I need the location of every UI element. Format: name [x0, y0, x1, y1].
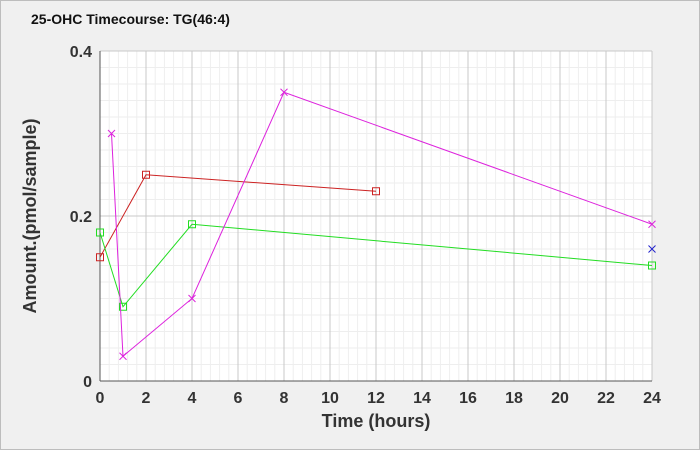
data-point — [188, 294, 196, 303]
data-point — [648, 245, 656, 253]
data-point — [372, 187, 380, 196]
data-point — [119, 302, 127, 311]
series-3 — [107, 88, 656, 361]
y-tick-label: 0 — [83, 374, 92, 391]
x-axis-label: Time (hours) — [322, 411, 431, 431]
data-point — [96, 228, 104, 237]
data-point — [96, 253, 104, 262]
x-tick-label: 8 — [280, 390, 289, 407]
x-tick-label: 12 — [367, 390, 385, 407]
x-tick-label: 2 — [142, 390, 151, 407]
x-tick-label: 20 — [551, 390, 569, 407]
y-tick-label: 0.4 — [70, 44, 92, 61]
x-tick-label: 0 — [96, 390, 105, 407]
series-2 — [96, 220, 656, 311]
x-tick-label: 6 — [234, 390, 243, 407]
data-point — [119, 352, 127, 361]
data-point — [648, 220, 656, 229]
chart-title: 25-OHC Timecourse: TG(46:4) — [31, 11, 230, 27]
x-tick-label: 14 — [413, 390, 431, 407]
series-layer — [96, 88, 656, 361]
series-line — [99, 223, 653, 308]
x-tick-label: 10 — [321, 390, 339, 407]
y-axis-label: Amount.(pmol/sample) — [20, 118, 40, 313]
data-point — [648, 261, 656, 270]
series-line — [99, 174, 377, 258]
data-point — [280, 88, 288, 97]
x-tick-label: 24 — [643, 390, 661, 407]
x-tick-labels: 0 2 4 6 8 10 12 14 16 18 20 22 24 — [96, 390, 661, 407]
data-point — [107, 129, 116, 138]
y-tick-labels: 0 0.2 0.4 — [70, 44, 92, 391]
series-4 — [648, 245, 656, 253]
y-tick-label: 0.2 — [70, 209, 92, 226]
data-point — [188, 220, 196, 229]
data-point — [142, 170, 150, 179]
x-tick-label: 4 — [188, 390, 197, 407]
x-tick-label: 16 — [459, 390, 477, 407]
x-tick-label: 18 — [505, 390, 523, 407]
x-tick-label: 22 — [597, 390, 615, 407]
series-1 — [96, 170, 380, 262]
